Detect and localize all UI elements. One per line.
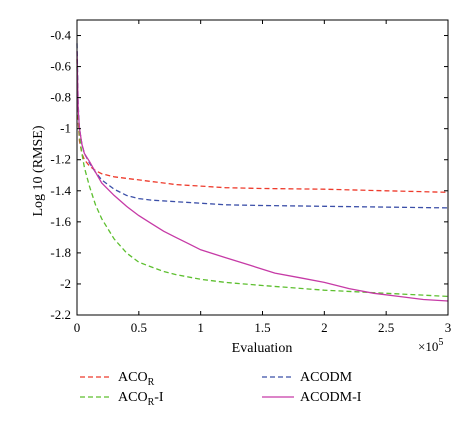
legend-label: ACOR-I [118, 390, 164, 408]
y-tick-label: -0.8 [50, 90, 71, 105]
y-tick-label: -1 [60, 121, 71, 136]
x-tick-label: 1.5 [254, 320, 270, 335]
y-tick-label: -0.4 [50, 28, 71, 43]
y-tick-label: -1.8 [50, 245, 71, 260]
series-line-3 [76, 66, 449, 298]
series-line-4 [76, 51, 449, 302]
series-line-2 [76, 43, 449, 209]
y-axis-title: Log 10 (RMSE) [31, 125, 46, 216]
legend-item-3: ACOR-I [80, 390, 164, 408]
x-tick-label: 3 [445, 320, 452, 335]
legend-item-1: ACOR [80, 370, 155, 388]
x-axis-multiplier: ×105 [418, 337, 443, 354]
axes [76, 19, 449, 316]
x-tick-label: 2 [321, 320, 328, 335]
x-axis-title: Evaluation [232, 341, 293, 356]
y-tick-label: -1.2 [50, 152, 71, 167]
x-tick-label: 1 [197, 320, 204, 335]
legend-label: ACODM [300, 370, 353, 385]
x-axis-multiplier-base: ×10 [418, 339, 438, 354]
x-tick-label: 0.5 [131, 320, 147, 335]
x-tick-label: 0 [74, 320, 81, 335]
tick-labels: 0 0.5 1 1.5 2 2.5 3 -0.4 -0.6 -0.8 -1 -1.2 -1.4 -1.6 -… [50, 28, 451, 335]
x-tick-label: 2.5 [378, 320, 394, 335]
y-tick-label: -1.6 [50, 214, 71, 229]
x-axis-multiplier-exponent: 5 [438, 337, 443, 348]
legend-label: ACOR [118, 370, 155, 388]
legend-item-4: ACODM-I [262, 390, 362, 405]
plot-background [77, 20, 448, 315]
legend-item-2: ACODM [262, 370, 353, 385]
legend: ACOR ACODM ACOR-I ACODM-I [80, 370, 362, 408]
series-group [76, 43, 449, 302]
plot-area [77, 20, 448, 315]
y-tick-label: -1.4 [50, 183, 71, 198]
y-tick-label: -0.6 [50, 59, 71, 74]
y-tick-label: -2 [60, 276, 71, 291]
y-tick-label: -2.2 [50, 307, 71, 322]
legend-label: ACODM-I [300, 390, 362, 405]
